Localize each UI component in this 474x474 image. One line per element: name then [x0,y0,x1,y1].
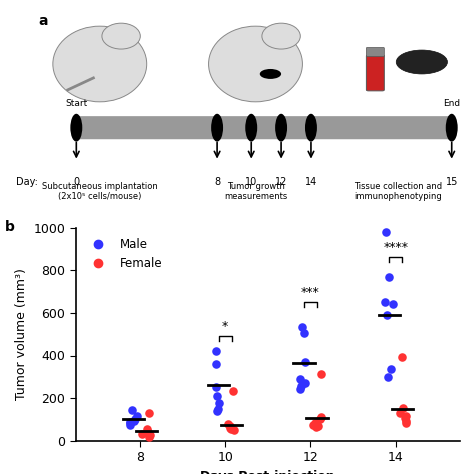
Circle shape [260,69,281,79]
Point [317,370,325,377]
Text: *: * [222,320,228,333]
Point [127,419,134,427]
Text: 15: 15 [446,177,458,187]
Text: End: End [443,99,460,108]
Point [382,299,389,306]
Point [226,422,234,429]
Point [126,421,134,428]
Point [228,425,235,433]
Text: Tissue collection and
immunophenotyping: Tissue collection and immunophenotyping [355,182,442,201]
Point [301,358,309,366]
Text: ***: *** [301,286,320,299]
Point [389,301,397,308]
Point [402,412,410,420]
Point [145,433,153,440]
Ellipse shape [102,23,140,49]
Text: Day:: Day: [16,177,38,187]
Point [298,383,305,390]
Point [396,409,403,417]
Point [315,422,322,429]
Point [132,416,139,423]
Point [146,432,154,439]
Point [212,360,220,368]
Point [383,311,391,319]
Point [316,416,323,423]
Text: 10: 10 [245,177,257,187]
Point [134,412,141,420]
Point [311,419,319,427]
Point [401,415,408,422]
Point [146,409,153,417]
Point [230,427,238,434]
Text: 8: 8 [214,177,220,187]
Ellipse shape [245,114,257,142]
Ellipse shape [262,23,300,49]
Text: a: a [38,14,47,28]
FancyBboxPatch shape [366,47,384,56]
Point [229,387,237,394]
Ellipse shape [209,26,302,102]
Point [213,407,221,415]
Ellipse shape [446,114,458,142]
FancyBboxPatch shape [366,55,384,91]
Y-axis label: Tumor volume (mm³): Tumor volume (mm³) [15,268,28,400]
Point [296,375,304,383]
Point [298,323,305,330]
X-axis label: Days Post-injection: Days Post-injection [201,470,335,474]
Text: Subcutaneous implantation
(2x10⁵ cells/mouse): Subcutaneous implantation (2x10⁵ cells/m… [42,182,158,201]
Point [212,384,220,392]
Ellipse shape [211,114,223,142]
Point [317,413,325,421]
Ellipse shape [275,114,287,142]
FancyBboxPatch shape [73,116,455,139]
Point [383,228,390,236]
Point [215,400,223,407]
Point [227,424,234,432]
Point [143,425,151,433]
Point [144,428,152,436]
Text: Start: Start [65,99,87,108]
Text: b: b [5,220,15,235]
Point [127,418,134,426]
Ellipse shape [70,114,82,142]
Ellipse shape [53,26,146,102]
Point [225,420,232,428]
Point [384,373,392,381]
Point [402,417,410,424]
Point [301,379,309,387]
Point [128,406,136,414]
Point [387,365,394,373]
Point [399,353,406,360]
Ellipse shape [305,114,317,142]
Point [130,417,138,424]
Legend: Male, Female: Male, Female [82,233,167,275]
Text: 12: 12 [275,177,287,187]
Text: Tumor growth
measurements: Tumor growth measurements [224,182,287,201]
Point [214,405,222,412]
Point [297,385,304,392]
Text: ****: **** [383,241,408,254]
Point [310,421,317,428]
Point [385,273,393,281]
Point [312,423,320,431]
Text: 0: 0 [73,177,79,187]
Point [402,419,410,427]
Point [301,329,308,337]
Point [213,392,221,400]
Point [212,347,220,355]
Text: 14: 14 [305,177,317,187]
Point [399,404,406,411]
Circle shape [396,50,447,74]
Point [138,430,146,438]
